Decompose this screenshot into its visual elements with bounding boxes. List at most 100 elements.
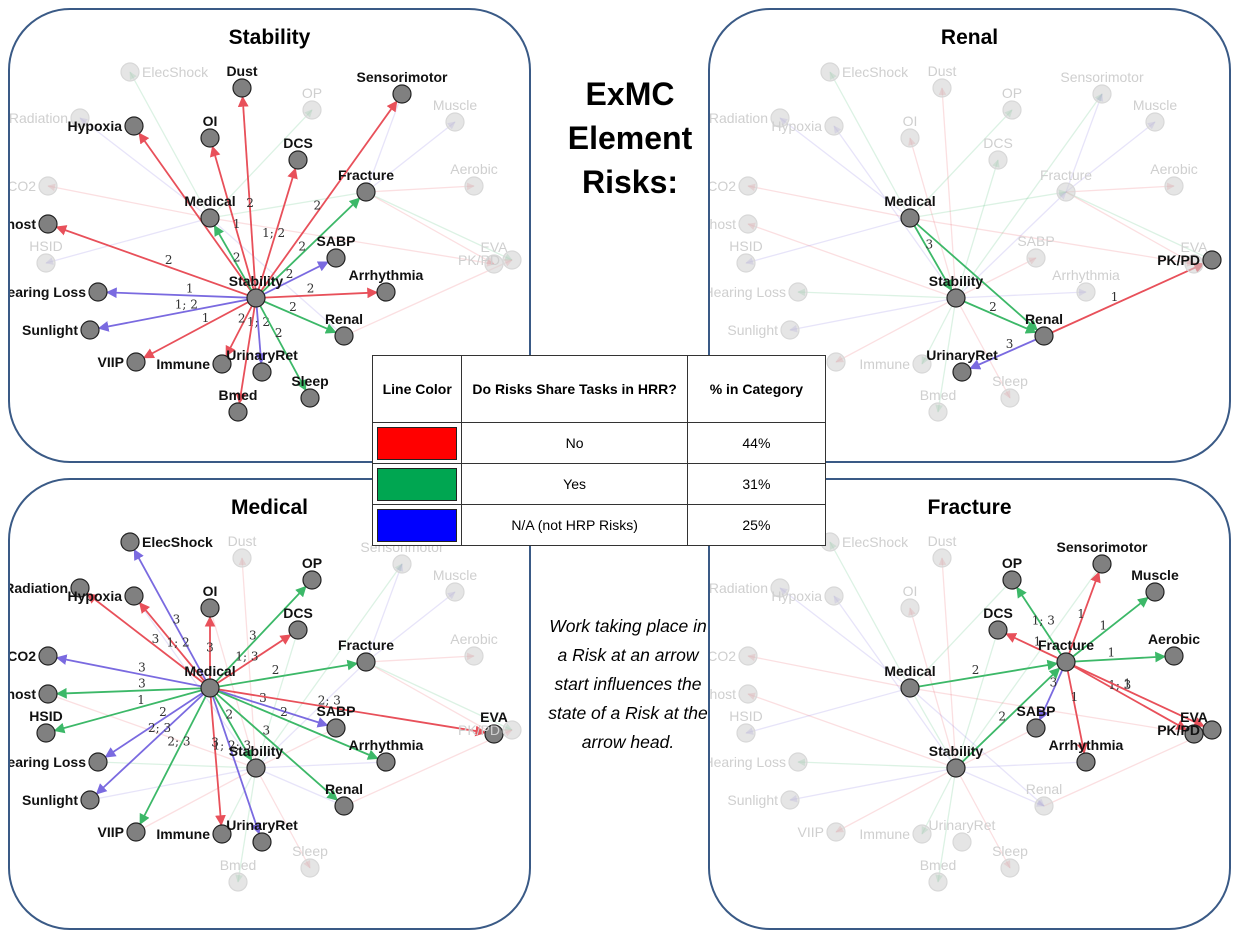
node-microhost xyxy=(38,684,58,704)
edge-medical-to-fracture xyxy=(909,659,1059,689)
faded-edge xyxy=(955,191,1067,299)
edge-medical-to-hypoxia xyxy=(139,602,211,689)
edge-weight-label: 3 xyxy=(1050,676,1058,690)
node-label-hearingloss: Hearing Loss xyxy=(710,284,786,300)
node-sensorimotor xyxy=(1092,84,1112,104)
edge-weight-label: 2 xyxy=(298,239,306,253)
faded-edge xyxy=(921,297,957,365)
node-op xyxy=(1002,100,1022,120)
legend-header-percent: % in Category xyxy=(686,355,827,423)
node-label-sensorimotor: Sensorimotor xyxy=(356,69,448,85)
faded-edge xyxy=(221,767,257,835)
faded-edge xyxy=(909,687,1195,737)
explanatory-note: Work taking place in a Risk at an arrow … xyxy=(548,616,708,752)
node-label-sunlight: Sunlight xyxy=(22,322,78,338)
node-dust xyxy=(232,548,252,568)
node-oi xyxy=(200,598,220,618)
node-label-bmed: Bmed xyxy=(220,857,257,873)
faded-edge xyxy=(1065,121,1156,193)
edge-weight-label: 2 xyxy=(225,708,233,722)
node-label-op: OP xyxy=(1002,555,1022,571)
edge-medical-to-co2 xyxy=(55,654,211,689)
faded-edge xyxy=(833,125,957,299)
faded-edge xyxy=(908,607,957,769)
node-fracture xyxy=(356,182,376,202)
faded-edge xyxy=(835,297,957,363)
edge-weight-label: 2 xyxy=(246,196,254,210)
node-stability xyxy=(946,758,966,778)
node-label-oi: OI xyxy=(203,113,218,129)
edge-fracture-to-eva xyxy=(1065,661,1188,731)
node-arrhythmia xyxy=(376,752,396,772)
edge-weight-label: 2; 3 xyxy=(167,734,190,748)
node-stability xyxy=(946,288,966,308)
edge-weight-label: 2 xyxy=(233,250,241,264)
node-renal xyxy=(1034,326,1054,346)
graph-renal: 2 3 1 3 ElecShock Dust Sensorimotor Radiation Hy… xyxy=(710,62,1222,422)
node-label-medical: Medical xyxy=(884,663,935,679)
node-dcs xyxy=(288,150,308,170)
node-label-dcs: DCS xyxy=(283,605,313,621)
main-title-line: Risks: xyxy=(581,164,679,200)
edge-weight-label: 3 xyxy=(249,629,257,643)
node-sabp xyxy=(326,248,346,268)
faded-edge xyxy=(89,767,257,803)
faded-edge xyxy=(1043,729,1213,807)
node-label-elecshock: ElecShock xyxy=(142,534,213,550)
node-stability xyxy=(246,758,266,778)
edge-weight-label: 1 xyxy=(1034,635,1042,649)
edge-stability-to-dcs xyxy=(255,167,298,299)
edge-stability-to-oi xyxy=(209,145,257,299)
edge-weight-label: 1; 2 xyxy=(262,226,285,240)
node-medical xyxy=(200,678,220,698)
node-label-renal: Renal xyxy=(1025,311,1063,327)
node-label-sleep: Sleep xyxy=(292,843,328,859)
node-label-viip: VIIP xyxy=(798,824,824,840)
edge-medical-to-dcs xyxy=(209,634,292,689)
edge-weight-label: 1 xyxy=(137,693,145,707)
node-immune xyxy=(912,354,932,374)
edge-weight-label: 1; 3 xyxy=(1108,678,1131,692)
color-swatch-green xyxy=(377,467,458,501)
node-label-pkpd: PK/PD xyxy=(1157,722,1200,738)
node-sabp xyxy=(1026,718,1046,738)
node-muscle xyxy=(445,112,465,132)
node-eva xyxy=(484,724,504,744)
node-medical xyxy=(900,678,920,698)
edge-medical-to-fracture xyxy=(209,659,359,689)
node-aerobic xyxy=(1164,176,1184,196)
node-co2 xyxy=(38,176,58,196)
node-sleep xyxy=(300,858,320,878)
faded-edge xyxy=(747,222,957,299)
node-label-radiation: Radiation xyxy=(10,110,68,126)
node-microhost xyxy=(38,214,58,234)
node-viip xyxy=(126,352,146,372)
node-hsid xyxy=(736,253,756,273)
node-co2 xyxy=(38,646,58,666)
faded-edge xyxy=(829,541,911,689)
edge-medical-to-eva xyxy=(209,687,487,737)
node-hsid xyxy=(736,723,756,743)
edge-stability-to-sunlight xyxy=(97,297,257,332)
edge-weight-label: 2 xyxy=(165,253,173,267)
node-pkpd xyxy=(502,720,522,740)
faded-edge xyxy=(779,587,911,689)
edge-stability-to-sensorimotor xyxy=(255,100,398,299)
edge-renal-to-urinaryret xyxy=(969,335,1045,370)
edge-weight-label: 3 xyxy=(138,677,146,691)
node-label-muscle: Muscle xyxy=(1131,567,1179,583)
edge-weight-label: 2 xyxy=(972,663,980,677)
legend-table: Line Color Do Risks Share Tasks in HRR? … xyxy=(371,355,827,546)
edge-fracture-to-muscle xyxy=(1065,596,1149,663)
faded-edge xyxy=(747,653,911,689)
node-label-pkpd: PK/PD xyxy=(1157,252,1200,268)
faded-edge xyxy=(955,563,1103,769)
faded-edge xyxy=(955,93,1103,299)
faded-edge xyxy=(938,557,957,769)
node-label-radiation: Radiation xyxy=(710,110,768,126)
edge-weight-label: 1; 3 xyxy=(1032,614,1055,628)
legend-swatch-cell xyxy=(371,504,463,546)
node-medical xyxy=(900,208,920,228)
edge-weight-label: 3 xyxy=(138,661,146,675)
edge-medical-to-renal xyxy=(909,217,1039,331)
